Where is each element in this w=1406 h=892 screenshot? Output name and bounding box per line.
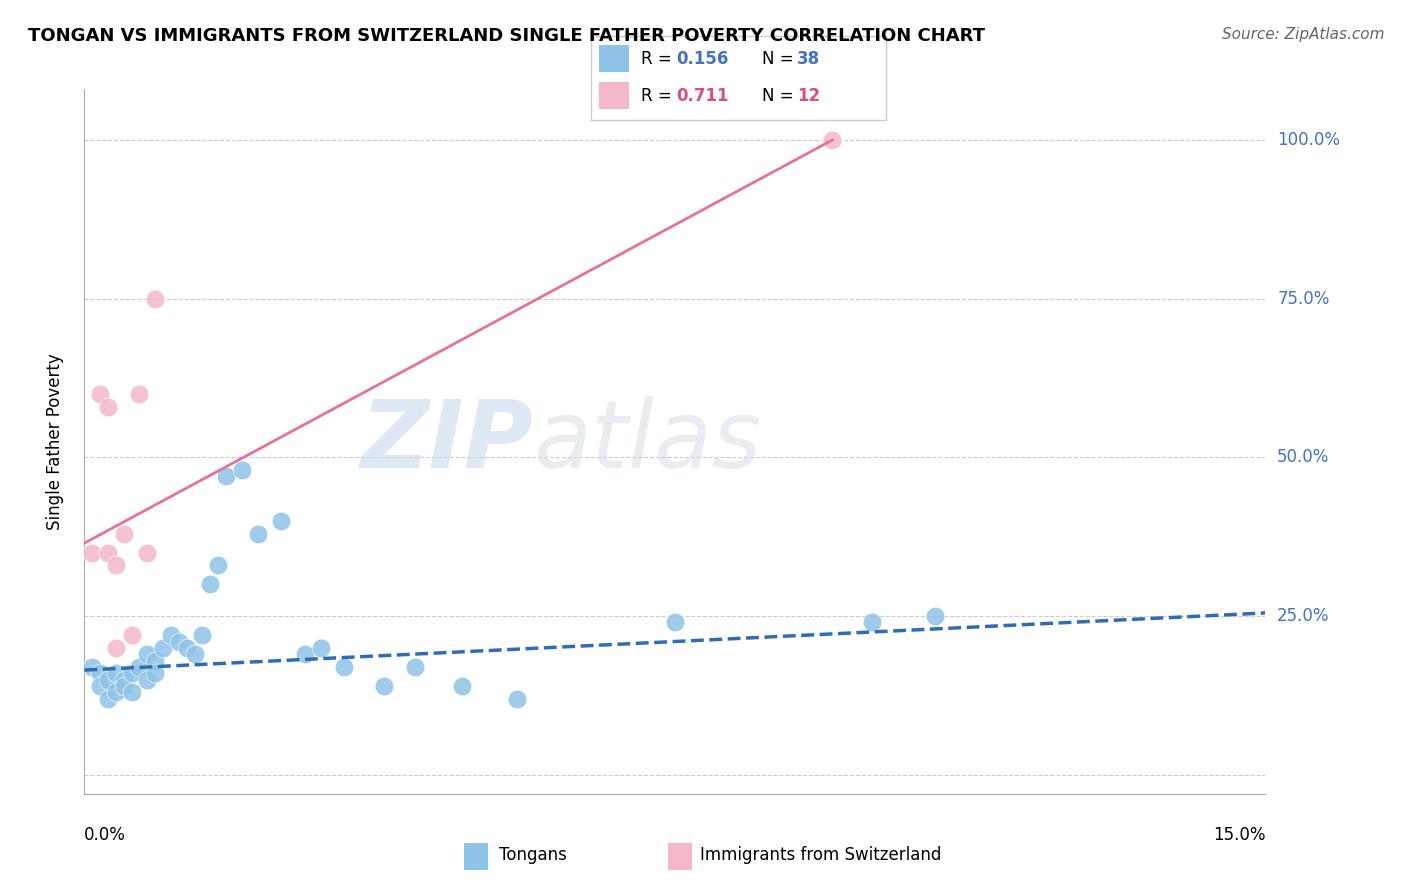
Point <box>121 666 143 681</box>
Point <box>128 660 150 674</box>
Text: 100.0%: 100.0% <box>1277 131 1340 149</box>
Point <box>143 654 166 668</box>
Point <box>112 526 135 541</box>
Point <box>246 526 269 541</box>
Bar <box>599 45 628 72</box>
Point <box>112 673 135 687</box>
Point <box>183 647 205 661</box>
Point <box>104 685 127 699</box>
Text: Source: ZipAtlas.com: Source: ZipAtlas.com <box>1222 27 1385 42</box>
Text: N =: N = <box>762 87 799 105</box>
Point <box>215 469 238 483</box>
Text: R =: R = <box>641 50 676 68</box>
Point <box>89 666 111 681</box>
Text: 75.0%: 75.0% <box>1277 290 1330 308</box>
Text: 0.156: 0.156 <box>676 50 728 68</box>
Text: N =: N = <box>762 50 799 68</box>
Y-axis label: Single Father Poverty: Single Father Poverty <box>45 353 63 530</box>
Text: 50.0%: 50.0% <box>1277 449 1330 467</box>
Text: R =: R = <box>641 87 676 105</box>
Point <box>121 628 143 642</box>
Point <box>506 691 529 706</box>
Point <box>128 387 150 401</box>
Point <box>97 400 120 414</box>
Point <box>231 463 253 477</box>
Point <box>821 133 844 147</box>
Text: 38: 38 <box>797 50 820 68</box>
Point <box>207 558 229 573</box>
Point <box>89 679 111 693</box>
Point <box>143 292 166 306</box>
Text: 15.0%: 15.0% <box>1213 826 1265 844</box>
Point <box>373 679 395 693</box>
Text: 0.0%: 0.0% <box>84 826 127 844</box>
Point <box>333 660 356 674</box>
Point <box>136 673 159 687</box>
Point <box>152 640 174 655</box>
Text: ZIP: ZIP <box>360 395 533 488</box>
Point <box>200 577 222 591</box>
Point <box>97 673 120 687</box>
Point <box>112 679 135 693</box>
Point <box>167 634 190 648</box>
Bar <box>599 82 628 110</box>
Point <box>104 558 127 573</box>
Point <box>191 628 214 642</box>
Point <box>860 615 883 630</box>
Point <box>97 691 120 706</box>
Text: atlas: atlas <box>533 396 762 487</box>
Point <box>404 660 426 674</box>
Point <box>924 609 946 624</box>
Point <box>121 685 143 699</box>
Text: Immigrants from Switzerland: Immigrants from Switzerland <box>700 846 942 863</box>
Point <box>143 666 166 681</box>
Point <box>160 628 183 642</box>
Text: 12: 12 <box>797 87 820 105</box>
Point <box>309 640 332 655</box>
Point <box>664 615 686 630</box>
Point <box>104 640 127 655</box>
Point <box>82 546 104 560</box>
Point <box>97 546 120 560</box>
Text: 0.711: 0.711 <box>676 87 728 105</box>
Point <box>82 660 104 674</box>
Point <box>136 647 159 661</box>
Point <box>89 387 111 401</box>
Point <box>176 640 198 655</box>
Point <box>294 647 316 661</box>
Point <box>104 666 127 681</box>
Text: 25.0%: 25.0% <box>1277 607 1330 625</box>
Point <box>451 679 474 693</box>
Text: TONGAN VS IMMIGRANTS FROM SWITZERLAND SINGLE FATHER POVERTY CORRELATION CHART: TONGAN VS IMMIGRANTS FROM SWITZERLAND SI… <box>28 27 986 45</box>
Text: Tongans: Tongans <box>499 846 567 863</box>
Point <box>136 546 159 560</box>
Point <box>270 514 292 528</box>
